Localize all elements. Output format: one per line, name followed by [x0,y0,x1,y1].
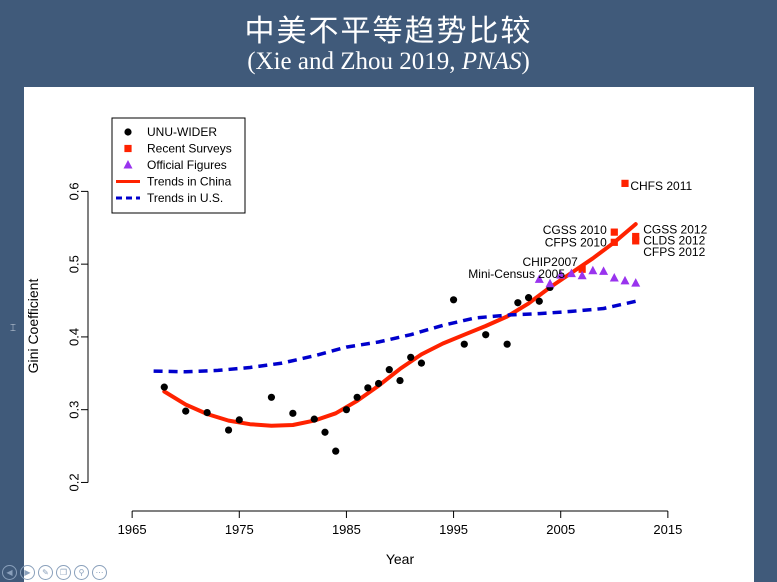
subtitle-close: ) [521,48,530,75]
point-triangle-4 [577,270,587,280]
point-circle-10 [342,406,351,414]
x-tick-label-1965: 1965 [118,522,147,537]
slide-subtitle: (Xie and Zhou 2019, PNAS) [0,48,777,76]
point-circle-24 [535,297,543,305]
point-triangle-6 [599,266,609,275]
point-circle-3 [224,426,233,434]
point-triangle-7 [609,272,619,282]
copy-icon[interactable]: ❐ [56,565,71,580]
pen-icon[interactable]: ✎ [38,565,53,580]
point-square-4 [632,232,640,241]
y-tick-label-0.6: 0.6 [67,182,82,200]
y-tick-label-0.2: 0.2 [67,473,82,491]
slide-controls: ◀ ▶ ✎ ❐ ⚲ ⋯ [2,565,107,580]
point-circle-1 [182,407,190,415]
point-triangle-9 [631,278,641,287]
point-square-2 [610,238,618,246]
legend-label-4: Trends in U.S. [147,191,223,205]
legend-symbol-circle [124,128,132,136]
point-square-5 [632,237,640,245]
annotation-2: CGSS 2012 [643,222,707,236]
annotation-7: Mini-Census 2005 [468,267,565,281]
subtitle-journal: PNAS [461,48,522,75]
point-circle-16 [407,353,415,361]
x-axis-title: Year [386,551,415,567]
point-circle-19 [460,340,468,348]
point-circle-12 [364,384,372,392]
point-circle-8 [321,428,329,436]
point-circle-14 [385,366,393,374]
legend-label-3: Trends in China [147,175,232,189]
legend-label-0: UNU-WIDER [147,125,217,139]
point-triangle-5 [588,265,598,275]
point-circle-22 [514,299,522,307]
side-marker-icon: ⌶ [10,323,16,334]
point-circle-6 [289,409,297,417]
point-circle-0 [160,383,168,391]
point-triangle-1 [545,278,555,288]
annotation-0: CHFS 2011 [630,179,692,193]
point-triangle-2 [556,270,566,279]
legend-symbol-triangle [123,160,133,169]
prev-slide-icon[interactable]: ◀ [2,565,17,580]
y-tick-label-0.5: 0.5 [67,255,82,273]
point-circle-5 [267,393,276,401]
y-tick-label-0.3: 0.3 [67,401,82,419]
more-icon[interactable]: ⋯ [92,565,107,580]
legend-box [111,117,246,214]
point-circle-17 [417,359,426,367]
point-circle-7 [310,415,318,423]
chart-points [160,179,641,455]
point-circle-11 [353,393,361,401]
point-circle-4 [235,416,243,424]
x-tick-label-1995: 1995 [439,522,468,537]
annotation-1: CGSS 2010 [543,223,607,237]
point-circle-20 [482,331,490,339]
point-triangle-0 [534,274,544,283]
legend-symbol-square [124,144,132,153]
annotation-3: CFPS 2010 [545,236,607,250]
series-line-4 [153,299,637,374]
point-square-1 [610,228,618,236]
point-triangle-8 [620,275,630,285]
x-tick-label-2005: 2005 [546,522,575,537]
point-circle-23 [524,294,533,302]
series-line-3 [162,222,638,428]
x-tick-label-2015: 2015 [653,522,682,537]
zoom-icon[interactable]: ⚲ [74,565,89,580]
x-tick-label-1985: 1985 [332,522,361,537]
point-circle-15 [396,376,404,385]
point-circle-18 [449,296,458,304]
y-axis-title: Gini Coefficient [25,279,41,374]
point-circle-9 [332,447,340,455]
next-slide-icon[interactable]: ▶ [20,565,35,580]
legend-label-1: Recent Surveys [147,142,232,156]
point-square-3 [621,179,629,187]
annotation-5: CFPS 2012 [643,245,705,259]
annotation-6: CHIP2007 [522,255,578,269]
chart-lines [153,222,638,428]
chart-legend: UNU-WIDER Recent Surveys Official Figures T… [111,117,246,214]
gini-chart: 1965 1975 1985 1995 2005 2015 0.2 0.3 0.4 0.5 0.6 Y… [25,117,708,567]
annotation-4: CLDS 2012 [643,233,705,247]
x-tick-label-1975: 1975 [225,522,254,537]
slide-title: 中美不平等趋势比较 [244,14,533,49]
chart-axes: 1965 1975 1985 1995 2005 2015 0.2 0.3 0.4 0.5 0.6 Y… [25,182,682,567]
point-square-0 [578,265,586,273]
point-circle-21 [503,340,511,348]
point-circle-13 [374,379,383,388]
y-tick-label-0.4: 0.4 [67,328,82,346]
legend-label-2: Official Figures [147,158,227,172]
subtitle-text: (Xie and Zhou 2019, [247,48,462,75]
point-triangle-3 [566,268,576,278]
chart-panel: 1965 1975 1985 1995 2005 2015 0.2 0.3 0.4 0.5 0.6 Y… [24,87,754,582]
chart-annotations: CHFS 2011 CGSS 2010 CGSS 2012 CFPS 2010 CLDS… [468,179,707,281]
point-circle-2 [203,408,211,417]
